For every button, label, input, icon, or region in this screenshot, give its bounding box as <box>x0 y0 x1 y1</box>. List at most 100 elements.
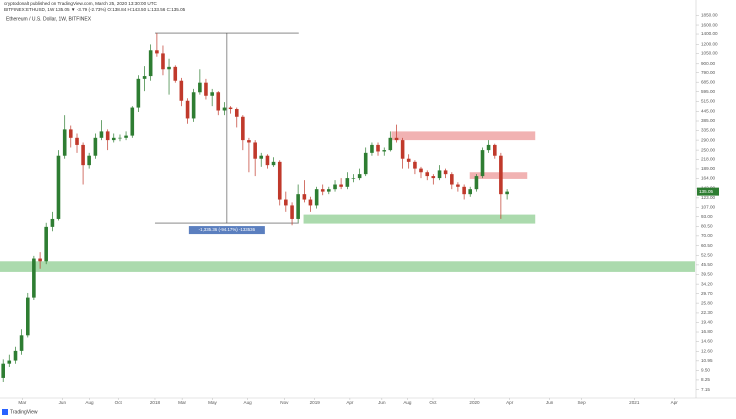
x-tick-label: Jun <box>59 400 67 405</box>
candle-body <box>327 189 331 192</box>
y-tick-label: 16.80 <box>701 329 713 334</box>
x-tick-label: Mar <box>18 400 26 405</box>
y-tick-label: 19.40 <box>701 320 713 325</box>
candle-body <box>68 129 73 138</box>
candle-body <box>130 107 135 136</box>
candle-body <box>351 178 356 179</box>
y-tick-label: 10.95 <box>701 358 713 363</box>
candle-body <box>406 158 411 162</box>
y-tick-label: 107.00 <box>701 204 715 209</box>
y-tick-label: 218.00 <box>701 157 715 162</box>
candle-body <box>400 140 405 159</box>
candle-body <box>75 137 79 145</box>
candle-body <box>7 360 12 364</box>
y-tick-label: 14.60 <box>701 339 713 344</box>
y-tick-label: 790.00 <box>701 70 715 75</box>
candle-body <box>247 140 251 143</box>
candle-body <box>222 107 227 111</box>
candle-body <box>62 129 67 156</box>
candle-body <box>363 152 368 175</box>
candle-body <box>204 82 208 96</box>
candle-body <box>302 194 307 200</box>
candle-body <box>505 191 509 195</box>
candle-body <box>320 189 325 192</box>
candle-body <box>148 50 153 77</box>
candle-body <box>167 66 171 70</box>
candle-body <box>382 150 387 152</box>
x-tick-label: 2019 <box>310 400 321 405</box>
candle-body <box>228 107 233 110</box>
y-tick-label: 52.50 <box>701 252 713 257</box>
y-tick-label: 900.00 <box>701 61 715 66</box>
x-tick-label: Sep <box>577 400 586 405</box>
y-tick-label: 123.00 <box>701 195 715 200</box>
y-tick-label: 685.00 <box>701 79 715 84</box>
candle-body <box>19 335 24 351</box>
y-tick-label: 7.15 <box>701 387 710 392</box>
y-tick-label: 39.50 <box>701 272 713 277</box>
y-tick-label: 290.00 <box>701 137 715 142</box>
candle-body <box>388 137 393 151</box>
candle-body <box>265 155 270 166</box>
candle-body <box>339 184 343 187</box>
candle-body <box>474 176 479 190</box>
chart-label: Ethereum / U.S. Dollar, 1W, BITFINEX <box>6 16 92 22</box>
y-tick-label: 29.70 <box>701 291 713 296</box>
y-tick-label: 9.50 <box>701 368 710 373</box>
last-price-label: 135.05 <box>699 189 713 194</box>
y-tick-label: 189.00 <box>701 166 715 171</box>
candle-body <box>284 199 288 206</box>
y-tick-label: 22.30 <box>701 310 713 315</box>
candle-body <box>118 137 122 139</box>
x-tick-label: Apr <box>346 400 354 405</box>
candle-body <box>413 161 417 169</box>
candle-body <box>44 226 48 262</box>
candle-body <box>370 144 374 153</box>
x-tick-label: May <box>208 400 217 405</box>
zone <box>469 172 528 179</box>
y-tick-label: 1600.00 <box>701 22 718 27</box>
x-tick-label: 2020 <box>469 400 480 405</box>
candle-body <box>56 155 61 219</box>
candle-body <box>179 80 184 101</box>
candle-body <box>234 109 239 117</box>
candle-body <box>486 144 491 151</box>
x-tick-label: 2018 <box>150 400 161 405</box>
candle-body <box>493 144 497 156</box>
brand: TradingView <box>10 409 38 415</box>
candle-body <box>499 155 503 195</box>
candle-body <box>50 218 55 227</box>
candle-body <box>425 172 430 177</box>
candle-body <box>191 92 196 119</box>
candle-body <box>161 53 165 70</box>
y-tick-label: 385.00 <box>701 118 715 123</box>
y-tick-label: 1850.00 <box>701 12 718 17</box>
candle-body <box>111 137 116 141</box>
candle-body <box>173 66 178 81</box>
y-tick-label: 1050.00 <box>701 51 718 56</box>
candle-body <box>419 168 423 173</box>
symbol-line: BITFINEX:ETHUSD, 1W 135.05 ▼ -3.79 (-2.7… <box>4 7 186 12</box>
x-tick-label: Jun <box>546 400 554 405</box>
candle-body <box>81 144 85 166</box>
candle-body <box>93 137 98 156</box>
x-tick-label: Jun <box>378 400 386 405</box>
candle-body <box>155 50 159 54</box>
zone <box>391 131 536 141</box>
y-tick-label: 60.50 <box>701 243 713 248</box>
candle-body <box>124 135 128 138</box>
published-line: cryptodonalt published on TradingView.co… <box>4 1 158 6</box>
candle-body <box>1 363 5 378</box>
candle-body <box>99 131 104 138</box>
candle-body <box>259 155 264 159</box>
x-tick-label: Aug <box>244 400 253 405</box>
candle-body <box>308 199 313 206</box>
candle-body <box>105 131 110 141</box>
y-tick-label: 25.80 <box>701 300 713 305</box>
candle-body <box>38 258 42 262</box>
candle-body <box>333 184 337 190</box>
y-tick-label: 45.50 <box>701 262 713 267</box>
candle-body <box>376 144 380 152</box>
